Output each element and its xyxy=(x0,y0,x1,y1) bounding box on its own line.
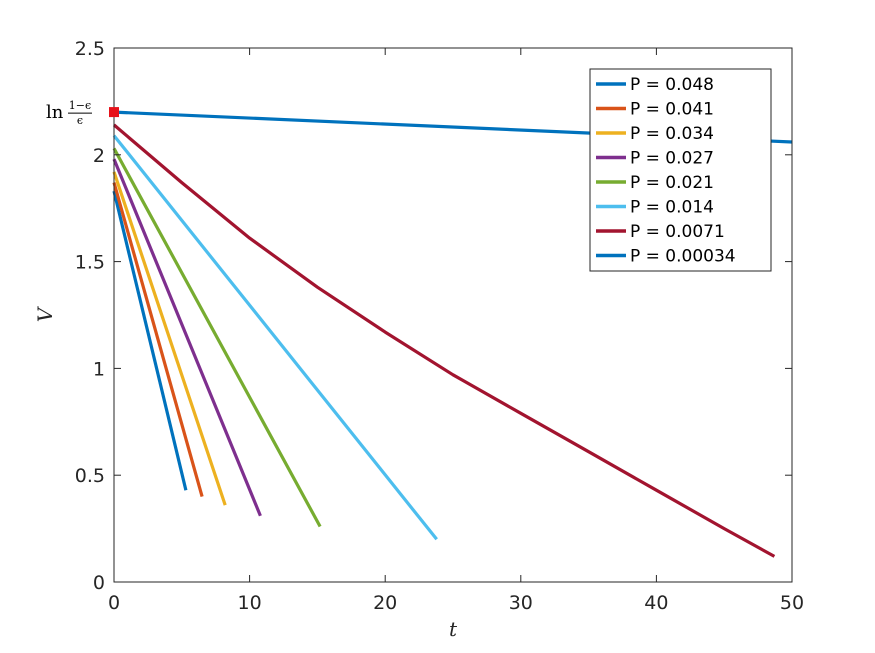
series-line xyxy=(112,182,204,498)
y-tick-label: 1 xyxy=(93,358,105,380)
series-line xyxy=(112,147,322,528)
axes-box xyxy=(113,47,793,583)
x-axis-label: t xyxy=(449,617,458,641)
legend-entry-label: P = 0.0071 xyxy=(630,222,725,242)
legend-entry-label: P = 0.027 xyxy=(630,149,714,169)
y-axis-label: V xyxy=(33,305,57,322)
x-tick-label: 30 xyxy=(509,592,533,614)
axes-layer xyxy=(113,47,793,583)
legend-box xyxy=(589,68,772,272)
y-tick-label: 1.5 xyxy=(75,252,105,274)
x-tick-label: 40 xyxy=(644,592,668,614)
legend-entry-label: P = 0.034 xyxy=(630,124,714,144)
legend-entry-label: P = 0.021 xyxy=(630,173,714,193)
series-line xyxy=(112,123,776,558)
annotation-prefix: ln xyxy=(46,102,64,123)
annotation-numerator: 1−ϵ xyxy=(69,99,91,112)
legend-entry-label: P = 0.00034 xyxy=(630,247,736,267)
x-tick-label: 20 xyxy=(373,592,397,614)
x-tick-label: 50 xyxy=(780,592,804,614)
y-tick-label: 2 xyxy=(93,145,105,167)
ln-annotation: ln 1−ϵ ϵ xyxy=(46,99,119,127)
ticks-layer: 0 10 20 30 40 50 0 0.5 1 1.5 2 2.5 xyxy=(75,38,804,614)
annotation-marker xyxy=(109,107,119,118)
y-tick-label: 2.5 xyxy=(75,38,105,60)
legend-entry-label: P = 0.014 xyxy=(630,198,714,218)
series-line xyxy=(112,171,227,506)
series-line xyxy=(112,190,188,491)
legend: P = 0.048 P = 0.041 P = 0.034 P = 0.027 P = … xyxy=(589,68,772,272)
y-tick-label: 0 xyxy=(93,572,105,594)
y-tick-label: 0.5 xyxy=(75,465,105,487)
series-line xyxy=(112,158,262,517)
x-tick-label: 0 xyxy=(108,592,120,614)
legend-entry-label: P = 0.041 xyxy=(630,100,714,120)
legend-entry-label: P = 0.048 xyxy=(630,75,714,95)
x-tick-label: 10 xyxy=(238,592,262,614)
series-line xyxy=(112,134,438,541)
annotation-denominator: ϵ xyxy=(77,114,83,127)
